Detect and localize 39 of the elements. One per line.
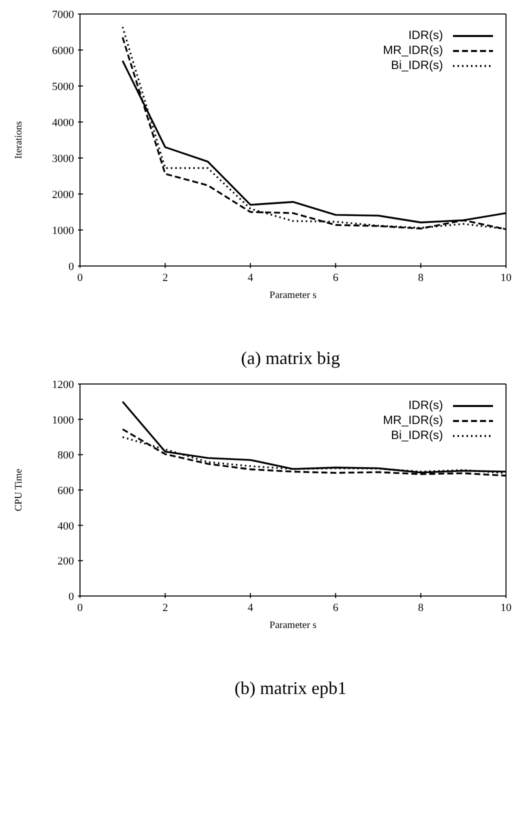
legend-label: MR_IDR(s) bbox=[383, 413, 443, 428]
y-tick-label: 2000 bbox=[52, 189, 74, 201]
x-tick-label: 10 bbox=[500, 272, 512, 284]
x-axis-title: Parameter s bbox=[270, 620, 317, 631]
x-tick-label: 4 bbox=[248, 602, 254, 614]
x-tick-label: 8 bbox=[418, 272, 424, 284]
x-tick-label: 4 bbox=[248, 272, 254, 284]
x-axis-title: Parameter s bbox=[270, 290, 317, 301]
text: (b) matrix epb1 bbox=[234, 678, 348, 699]
legend-label: IDR(s) bbox=[408, 398, 443, 413]
y-tick-label: 6000 bbox=[52, 45, 74, 57]
legend-label: IDR(s) bbox=[408, 28, 443, 43]
y-tick-label: 0 bbox=[68, 261, 74, 273]
x-tick-label: 2 bbox=[162, 272, 168, 284]
x-tick-label: 2 bbox=[162, 602, 168, 614]
y-tick-label: 400 bbox=[58, 520, 74, 532]
y-tick-label: 1200 bbox=[52, 379, 74, 391]
y-tick-label: 5000 bbox=[52, 81, 74, 93]
text: (a) matrix big bbox=[240, 348, 341, 369]
legend-label: MR_IDR(s) bbox=[383, 43, 443, 58]
y-tick-label: 200 bbox=[58, 556, 74, 568]
legend-label: Bi_IDR(s) bbox=[390, 428, 443, 443]
y-axis-title: CPU Time bbox=[14, 468, 25, 512]
y-axis-title: Iterations bbox=[14, 121, 25, 159]
x-tick-label: 6 bbox=[332, 272, 339, 284]
x-tick-label: 10 bbox=[500, 602, 512, 614]
legend-label: Bi_IDR(s) bbox=[390, 58, 443, 73]
y-tick-label: 800 bbox=[58, 450, 74, 462]
x-tick-label: 0 bbox=[77, 602, 84, 614]
y-tick-label: 4000 bbox=[52, 117, 74, 129]
x-tick-label: 8 bbox=[418, 602, 424, 614]
y-tick-label: 1000 bbox=[52, 225, 74, 237]
y-tick-label: 7000 bbox=[52, 9, 74, 21]
x-tick-label: 6 bbox=[332, 602, 339, 614]
y-tick-label: 1000 bbox=[52, 414, 74, 426]
y-tick-label: 600 bbox=[58, 485, 74, 497]
x-tick-label: 0 bbox=[77, 272, 84, 284]
y-tick-label: 3000 bbox=[52, 153, 74, 165]
y-tick-label: 0 bbox=[68, 591, 74, 603]
